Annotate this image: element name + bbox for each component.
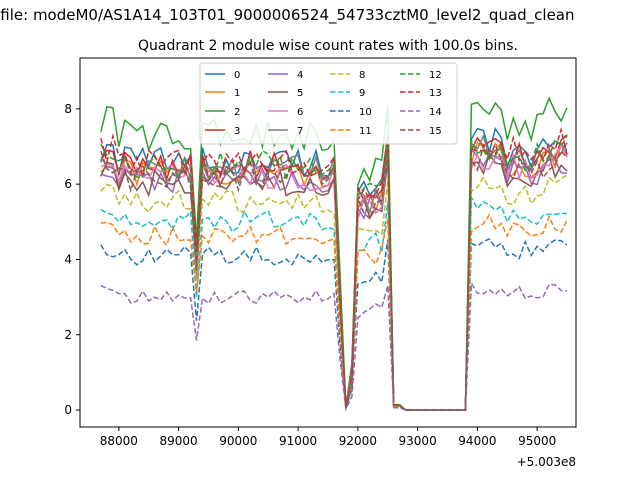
y-tick-label: 4 bbox=[64, 252, 72, 266]
legend-label-6: 6 bbox=[297, 107, 303, 118]
series-line-9 bbox=[100, 194, 568, 411]
plot-frame bbox=[79, 57, 577, 428]
y-axis: 0 2 4 6 8 bbox=[64, 102, 80, 417]
legend-label-14: 14 bbox=[429, 107, 442, 118]
series-line-12 bbox=[100, 135, 568, 411]
legend-label-15: 15 bbox=[429, 126, 442, 137]
legend-label-11: 11 bbox=[359, 126, 372, 137]
legend-label-5: 5 bbox=[297, 88, 303, 99]
legend-label-2: 2 bbox=[234, 107, 240, 118]
suptitle-text: n file: modeM0/AS1A14_103T01_9000006524_… bbox=[0, 6, 575, 24]
legend-label-3: 3 bbox=[234, 126, 240, 137]
legend-label-4: 4 bbox=[297, 70, 303, 81]
series-line-6 bbox=[100, 143, 568, 411]
series-line-10 bbox=[100, 238, 568, 411]
y-tick-label: 8 bbox=[64, 102, 72, 116]
series-line-8 bbox=[100, 174, 568, 411]
y-tick-label: 0 bbox=[64, 403, 72, 417]
series-line-13 bbox=[100, 126, 568, 411]
legend-label-0: 0 bbox=[234, 70, 240, 81]
series-line-11 bbox=[100, 213, 568, 411]
series-line-15 bbox=[100, 142, 568, 411]
x-tick-label: 90000 bbox=[219, 434, 257, 448]
figure-suptitle: n file: modeM0/AS1A14_103T01_9000006524_… bbox=[0, 2, 640, 28]
x-tick-label: 88000 bbox=[100, 434, 138, 448]
x-tick-label: 91000 bbox=[279, 434, 317, 448]
chart-title: Quadrant 2 module wise count rates with … bbox=[138, 38, 518, 54]
x-offset-label: +5.003e8 bbox=[517, 455, 576, 469]
legend-label-9: 9 bbox=[359, 88, 365, 99]
plot-lines bbox=[100, 96, 568, 412]
legend-label-13: 13 bbox=[429, 88, 442, 99]
x-tick-label: 94000 bbox=[458, 434, 496, 448]
series-line-5 bbox=[100, 152, 568, 411]
x-tick-label: 92000 bbox=[339, 434, 377, 448]
x-tick-label: 95000 bbox=[518, 434, 556, 448]
y-tick-label: 6 bbox=[64, 177, 72, 191]
legend-label-12: 12 bbox=[429, 70, 442, 81]
legend-label-10: 10 bbox=[359, 107, 372, 118]
series-line-14 bbox=[100, 280, 568, 412]
legend-label-1: 1 bbox=[234, 88, 240, 99]
legend-label-7: 7 bbox=[297, 126, 303, 137]
x-tick-label: 89000 bbox=[160, 434, 198, 448]
legend-box bbox=[199, 62, 458, 145]
y-tick-label: 2 bbox=[64, 328, 72, 342]
x-axis: 88000 89000 90000 91000 92000 93000 94000 95000 bbox=[100, 427, 556, 448]
legend-label-8: 8 bbox=[359, 70, 365, 81]
x-tick-label: 93000 bbox=[399, 434, 437, 448]
